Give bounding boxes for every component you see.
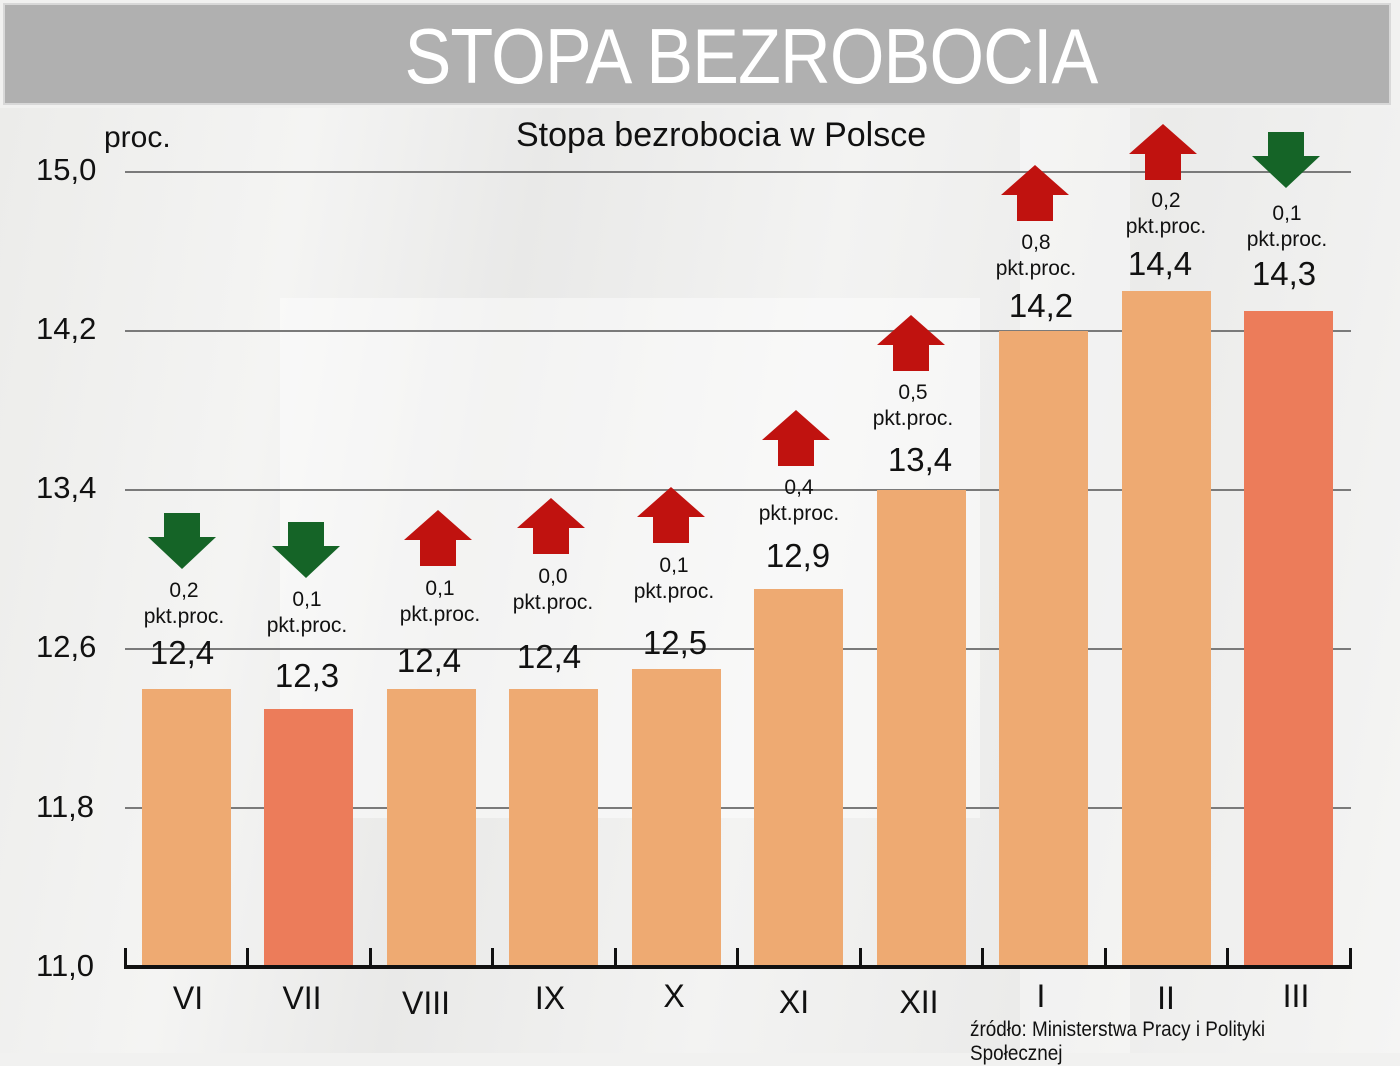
x-tick bbox=[246, 948, 249, 968]
change-unit: pkt.proc. bbox=[399, 603, 481, 626]
change-value: 0,2 bbox=[1151, 189, 1181, 212]
bar-XI bbox=[754, 589, 843, 967]
x-tick-label: XII bbox=[899, 984, 939, 1020]
change-unit: pkt.proc. bbox=[633, 580, 715, 603]
change-label: 0,2 pkt.proc. bbox=[1096, 188, 1236, 240]
change-unit: pkt.proc. bbox=[143, 605, 225, 628]
change-value: 0,2 bbox=[169, 579, 199, 602]
change-label: 0,0 pkt.proc. bbox=[483, 564, 623, 616]
arrow-down-icon bbox=[272, 522, 340, 578]
change-value: 0,1 bbox=[292, 588, 322, 611]
gridline bbox=[125, 807, 1351, 809]
x-tick bbox=[1349, 948, 1352, 968]
change-value: 0,1 bbox=[1272, 202, 1302, 225]
x-tick bbox=[491, 948, 494, 968]
change-unit: pkt.proc. bbox=[758, 502, 840, 525]
change-unit: pkt.proc. bbox=[512, 591, 594, 614]
change-unit: pkt.proc. bbox=[1125, 215, 1207, 238]
bar-X bbox=[632, 669, 721, 967]
x-tick bbox=[124, 948, 127, 968]
bar-IX bbox=[509, 689, 598, 967]
arrow-down-icon bbox=[1252, 132, 1320, 188]
change-label: 0,4 pkt.proc. bbox=[729, 475, 869, 527]
bar-value-label: 12,4 bbox=[396, 642, 462, 679]
y-tick-label: 13,4 bbox=[36, 470, 97, 505]
change-label: 0,5 pkt.proc. bbox=[843, 380, 983, 432]
x-tick-label: IX bbox=[534, 980, 566, 1016]
change-label: 0,1 pkt.proc. bbox=[604, 553, 744, 605]
change-value: 0,4 bbox=[784, 476, 814, 499]
change-label: 0,2 pkt.proc. bbox=[114, 578, 254, 630]
x-tick-label: X bbox=[663, 978, 685, 1014]
bar-value-label: 14,4 bbox=[1127, 245, 1193, 282]
bar-VIII bbox=[387, 689, 476, 967]
change-unit: pkt.proc. bbox=[872, 407, 954, 430]
x-tick-label: VII bbox=[282, 980, 322, 1016]
arrow-up-icon bbox=[637, 487, 705, 543]
gridline bbox=[125, 489, 1351, 491]
x-tick bbox=[736, 948, 739, 968]
bar-XII bbox=[877, 490, 966, 967]
change-unit: pkt.proc. bbox=[266, 614, 348, 637]
y-tick-label: 11,0 bbox=[36, 948, 95, 983]
change-value: 0,1 bbox=[425, 577, 455, 600]
x-tick-label: I bbox=[1036, 978, 1046, 1014]
change-value: 0,1 bbox=[659, 554, 689, 577]
page-title: STOPA BEZROBOCIA bbox=[404, 12, 1099, 100]
x-tick bbox=[981, 948, 984, 968]
bar-VI bbox=[142, 689, 231, 967]
arrow-up-icon bbox=[1001, 165, 1069, 221]
bar-III bbox=[1244, 311, 1333, 967]
x-tick bbox=[859, 948, 862, 968]
x-tick bbox=[369, 948, 372, 968]
change-label: 0,1 pkt.proc. bbox=[1217, 201, 1357, 253]
bar-value-label: 12,9 bbox=[765, 537, 831, 574]
change-unit: pkt.proc. bbox=[995, 257, 1077, 280]
x-tick-label: XI bbox=[778, 984, 810, 1020]
bar-value-label: 13,4 bbox=[887, 441, 953, 478]
arrow-up-icon bbox=[877, 315, 945, 371]
arrow-up-icon bbox=[517, 498, 585, 554]
change-value: 0,0 bbox=[538, 565, 568, 588]
chart-subtitle: Stopa bezrobocia w Polsce bbox=[516, 116, 927, 154]
x-tick-label: VI bbox=[172, 980, 204, 1016]
x-tick-label: II bbox=[1157, 980, 1175, 1016]
header-banner: STOPA BEZROBOCIA bbox=[3, 3, 1391, 105]
bar-value-label: 12,5 bbox=[642, 624, 708, 661]
change-label: 0,1 pkt.proc. bbox=[370, 576, 510, 628]
x-tick bbox=[1226, 948, 1229, 968]
bar-value-label: 12,3 bbox=[274, 657, 340, 694]
y-tick-label: 15,0 bbox=[36, 152, 97, 187]
bar-value-label: 12,4 bbox=[516, 638, 582, 675]
x-tick bbox=[614, 948, 617, 968]
arrow-up-icon bbox=[762, 410, 830, 466]
change-label: 0,8 pkt.proc. bbox=[966, 230, 1106, 282]
arrow-up-icon bbox=[1129, 124, 1197, 180]
y-tick-label: 14,2 bbox=[36, 311, 97, 346]
bar-II bbox=[1122, 291, 1211, 967]
arrow-down-icon bbox=[148, 513, 216, 569]
bar-I bbox=[999, 331, 1088, 967]
y-tick-label: 11,8 bbox=[36, 789, 95, 824]
x-tick-label: III bbox=[1282, 978, 1310, 1014]
change-value: 0,8 bbox=[1021, 231, 1051, 254]
bar-value-label: 14,3 bbox=[1251, 255, 1317, 292]
bar-VII bbox=[264, 709, 353, 967]
change-value: 0,5 bbox=[898, 381, 928, 404]
bar-value-label: 12,4 bbox=[149, 634, 215, 671]
bar-value-label: 14,2 bbox=[1008, 287, 1074, 324]
y-axis-unit: proc. bbox=[104, 121, 171, 154]
gridline bbox=[125, 648, 1351, 650]
x-tick bbox=[1104, 948, 1107, 968]
y-tick-label: 12,6 bbox=[36, 629, 97, 664]
change-unit: pkt.proc. bbox=[1246, 228, 1328, 251]
arrow-up-icon bbox=[404, 510, 472, 566]
change-label: 0,1 pkt.proc. bbox=[237, 587, 377, 639]
source-note: źródło: Ministerstwa Pracy i Polityki Sp… bbox=[970, 1018, 1266, 1065]
x-tick-label: VIII bbox=[401, 985, 450, 1021]
gridline bbox=[125, 330, 1351, 332]
gridline bbox=[125, 171, 1351, 173]
